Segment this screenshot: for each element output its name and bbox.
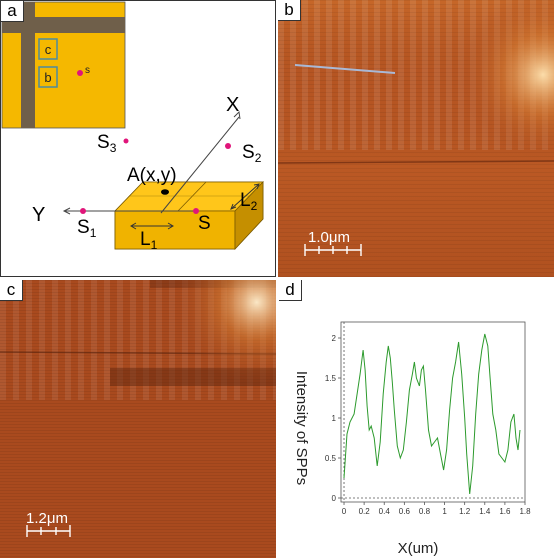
point-a-label: A(x,y) <box>127 165 177 186</box>
s3-label: S3 <box>97 132 117 155</box>
plot-frame <box>340 321 526 503</box>
schematic-drawing: c b s <box>1 1 275 276</box>
intensity-series-line <box>343 333 521 495</box>
gold-block <box>114 181 264 251</box>
marker-s3 <box>123 138 129 144</box>
x-tick-label: 1.6 <box>499 507 511 516</box>
marker-s2 <box>225 143 231 149</box>
inset-label-s: s <box>85 65 90 76</box>
l1-label: L1 <box>140 229 158 252</box>
y-tick-label: 0.5 <box>325 454 337 463</box>
y-tick-label: 0 <box>332 494 337 503</box>
x-tick-label: 1.4 <box>479 507 491 516</box>
panel-b-afm-image: 1.0μm b <box>278 0 554 277</box>
panel-c-afm-image: 1.2μm c <box>0 280 276 558</box>
x-tick-label: 1.2 <box>459 507 471 516</box>
panel-d-chart: Intensity of SPPs X(um) 0 0.5 1 1.5 2 0 0.2 0.4… <box>279 280 554 558</box>
x-tick-label: 0 <box>342 507 347 516</box>
afm-image-b: 1.0μm <box>278 0 554 277</box>
panel-c-label: c <box>0 280 23 301</box>
s1-label: S1 <box>77 217 97 240</box>
y-tick-label: 2 <box>332 334 337 343</box>
x-tick-label: 0.4 <box>379 507 391 516</box>
scale-label-c: 1.2μm <box>26 510 68 527</box>
panel-d-label: d <box>279 280 302 301</box>
x-tick-label: 1 <box>442 507 447 516</box>
panel-b-label: b <box>278 0 301 21</box>
l2-label: L2 <box>240 190 258 213</box>
marker-s <box>193 208 199 214</box>
intensity-chart: Intensity of SPPs X(um) 0 0.5 1 1.5 2 0 0.2 0.4… <box>293 321 531 557</box>
x-tick-label: 1.8 <box>519 507 531 516</box>
scale-bar-c <box>26 525 71 537</box>
inset-sample: c b s <box>1 1 126 129</box>
panel-a-schematic: c b s <box>0 0 276 277</box>
panel-a-label: a <box>1 1 24 22</box>
inset-source-dot <box>77 70 83 76</box>
axis-x-label: X <box>226 94 239 116</box>
s2-label: S2 <box>242 142 262 165</box>
axis-y-label: Y <box>32 204 45 226</box>
scale-bar-b <box>304 244 362 256</box>
y-tick-label: 1.5 <box>325 374 337 383</box>
marker-point-a <box>161 189 169 195</box>
chart-xlabel: X(um) <box>398 540 439 557</box>
chart-ylabel: Intensity of SPPs <box>293 371 310 485</box>
s-label: S <box>198 213 211 234</box>
inset-label-b: b <box>44 70 51 85</box>
scale-label-b: 1.0μm <box>308 229 350 246</box>
x-tick-label: 0.8 <box>419 507 431 516</box>
inset-label-c: c <box>45 42 52 57</box>
profile-line <box>294 64 396 74</box>
x-tick-label: 0.6 <box>399 507 411 516</box>
marker-s1 <box>80 208 86 214</box>
afm-image-c: 1.2μm <box>0 280 276 558</box>
dimension-arrows <box>130 183 260 230</box>
y-tick-label: 1 <box>332 414 337 423</box>
x-tick-label: 0.2 <box>359 507 371 516</box>
